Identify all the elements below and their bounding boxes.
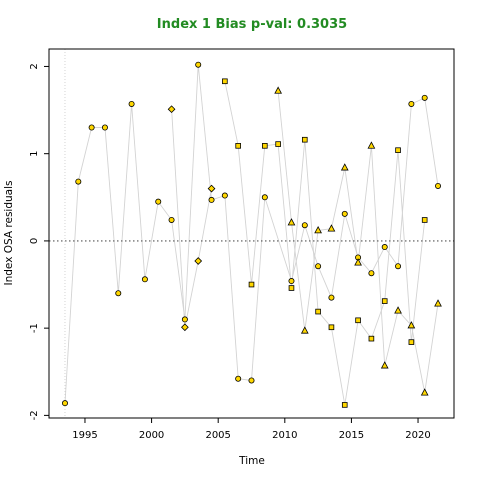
data-point-square bbox=[355, 317, 361, 324]
data-point-circle bbox=[235, 375, 242, 382]
y-tick-label: 0 bbox=[29, 238, 40, 244]
data-point-square bbox=[368, 335, 375, 342]
reference-lines bbox=[49, 49, 454, 418]
data-point-square bbox=[262, 143, 268, 149]
data-point-circle bbox=[75, 178, 82, 185]
data-point-circle bbox=[168, 216, 175, 223]
data-point-circle bbox=[408, 100, 415, 107]
data-point-triangle bbox=[314, 225, 322, 234]
data-point-circle bbox=[115, 290, 122, 297]
data-point-triangle bbox=[274, 86, 283, 94]
data-point-circle bbox=[155, 198, 162, 205]
data-point-circle bbox=[328, 294, 335, 301]
series-line-diamond bbox=[171, 109, 212, 328]
data-point-circle bbox=[195, 61, 202, 68]
data-point-triangle bbox=[354, 258, 362, 266]
y-axis-label: Index OSA residuals bbox=[3, 181, 15, 286]
x-tick-label: 2000 bbox=[139, 430, 164, 441]
data-point-diamond bbox=[194, 257, 203, 265]
x-tick-label: 2015 bbox=[339, 430, 364, 441]
y-tick-label: -1 bbox=[29, 323, 40, 333]
plot-frame bbox=[48, 48, 455, 419]
data-point-circle bbox=[208, 196, 215, 203]
data-point-circle bbox=[128, 100, 135, 107]
data-point-triangle bbox=[327, 224, 336, 232]
data-point-square bbox=[341, 402, 348, 408]
data-point-circle bbox=[288, 278, 295, 285]
y-tick-label: 1 bbox=[29, 150, 40, 156]
data-point-triangle bbox=[300, 326, 309, 334]
data-point-circle bbox=[341, 210, 348, 217]
y-tick-label: 2 bbox=[29, 63, 40, 69]
data-point-circle bbox=[381, 244, 388, 251]
data-point-circle bbox=[221, 192, 228, 199]
x-tick-label: 2020 bbox=[405, 430, 430, 441]
x-axis-label: Time bbox=[238, 455, 265, 467]
data-point-square bbox=[222, 78, 228, 85]
data-point-circle bbox=[395, 263, 402, 270]
data-point-triangle bbox=[340, 163, 349, 171]
data-point-circle bbox=[61, 400, 68, 407]
data-point-circle bbox=[421, 94, 428, 101]
data-point-diamond bbox=[167, 105, 176, 114]
data-point-triangle bbox=[407, 321, 416, 329]
data-point-triangle bbox=[420, 388, 429, 396]
data-point-circle bbox=[141, 276, 148, 283]
data-point-square bbox=[248, 281, 255, 288]
data-point-circle bbox=[435, 182, 442, 189]
data-points bbox=[61, 61, 442, 408]
data-point-triangle bbox=[394, 306, 402, 314]
data-point-diamond bbox=[181, 323, 189, 332]
data-point-square bbox=[395, 147, 401, 153]
x-tick-label: 2005 bbox=[205, 430, 230, 441]
data-point-diamond bbox=[207, 184, 216, 193]
data-point-triangle bbox=[367, 141, 376, 149]
data-point-square bbox=[288, 285, 295, 291]
data-point-triangle bbox=[434, 299, 442, 307]
data-point-square bbox=[235, 143, 241, 149]
data-point-square bbox=[381, 298, 388, 304]
data-point-triangle bbox=[287, 218, 296, 226]
x-tick-label: 1995 bbox=[72, 430, 97, 441]
data-point-square bbox=[275, 141, 281, 147]
data-point-square bbox=[408, 339, 415, 345]
data-point-circle bbox=[301, 222, 308, 229]
data-point-triangle bbox=[380, 361, 389, 369]
data-point-square bbox=[421, 217, 428, 223]
axes: 1995 2000 2005 2010 2015 2020 -2 -1 0 1 2 bbox=[29, 63, 431, 441]
data-point-circle bbox=[181, 316, 188, 323]
data-point-circle bbox=[315, 263, 322, 270]
data-point-circle bbox=[248, 377, 255, 384]
data-point-circle bbox=[101, 124, 108, 131]
data-point-circle bbox=[368, 270, 375, 277]
chart-title: Index 1 Bias p-val: 0.3035 bbox=[157, 17, 347, 32]
data-point-circle bbox=[261, 194, 268, 201]
y-tick-label: -2 bbox=[29, 410, 40, 420]
data-point-square bbox=[328, 324, 335, 331]
data-point-circle bbox=[88, 124, 95, 131]
data-point-square bbox=[301, 136, 308, 143]
data-point-square bbox=[315, 308, 321, 315]
x-tick-label: 2010 bbox=[272, 430, 297, 441]
series-line-square bbox=[224, 81, 426, 405]
